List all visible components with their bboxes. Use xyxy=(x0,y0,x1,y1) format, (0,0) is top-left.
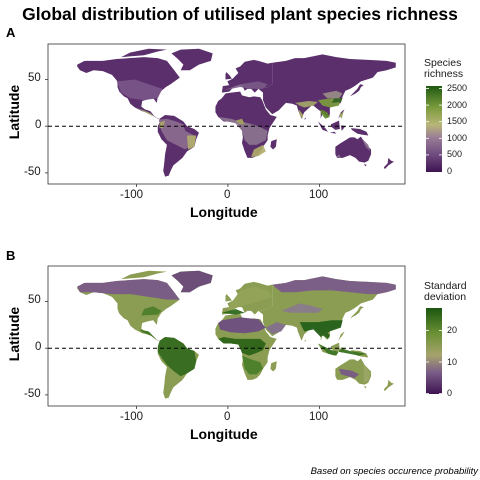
panel-a-tag: A xyxy=(6,25,16,40)
panel-a-map xyxy=(45,43,442,187)
panel-a-axis-ticks xyxy=(45,79,320,187)
panel-b-x-tick: -100 xyxy=(120,411,144,423)
panel-a-y-tick: -50 xyxy=(24,166,41,178)
panel-b-y-tick: -50 xyxy=(24,388,41,400)
panel-b-colorbar xyxy=(426,308,442,394)
panel-a-x-tick: 0 xyxy=(224,189,231,201)
panel-a-colorbar-ticks xyxy=(426,88,442,156)
panel-a-x-tick: 100 xyxy=(309,189,329,201)
panel-a-legend-tick: 2000 xyxy=(447,99,468,110)
panel-b-axis-ticks xyxy=(45,301,320,409)
panel-b-legend-tick: 0 xyxy=(447,388,453,398)
panel-b-colorbar-ticks xyxy=(426,330,442,394)
panel-b-x-tick: 0 xyxy=(224,411,231,423)
panel-b-map xyxy=(45,265,442,409)
panel-b-tag: B xyxy=(6,248,16,263)
panel-b-sd-pattern xyxy=(77,270,396,383)
panel-a-legend-tick: 2500 xyxy=(447,83,468,93)
panel-a-legend-tick: 1500 xyxy=(447,116,468,126)
panel-a-legend-tick: 0 xyxy=(447,166,453,176)
panel-a-y-axis-title: Latitude xyxy=(6,84,22,140)
panel-a-y-tick: 0 xyxy=(35,119,42,131)
panel-b-legend-tick: 10 xyxy=(447,356,458,367)
panel-b-x-tick: 100 xyxy=(309,411,329,423)
panel-a-x-tick: -100 xyxy=(120,189,144,201)
panel-b-x-axis-title: Longitude xyxy=(190,426,258,442)
footnote-caption: Based on species occurence probability xyxy=(310,466,478,477)
panel-a-legend-tick: 500 xyxy=(447,149,463,159)
panel-a-legend-tick: 1000 xyxy=(447,132,468,143)
panel-a-y-tick: 50 xyxy=(28,72,41,84)
panel-b-y-tick: 0 xyxy=(35,341,42,353)
panel-b-y-axis-title: Latitude xyxy=(6,306,22,362)
panel-b-y-tick: 50 xyxy=(28,294,41,306)
panel-a-legend-title: Species richness xyxy=(424,57,464,80)
panel-b-legend-title: Standard deviation xyxy=(424,280,467,303)
figure-title: Global distribution of utilised plant sp… xyxy=(22,4,458,24)
panel-a-x-axis-title: Longitude xyxy=(190,204,258,220)
panel-b-legend-tick: 20 xyxy=(447,325,458,335)
panel-a-colorbar xyxy=(426,86,442,172)
